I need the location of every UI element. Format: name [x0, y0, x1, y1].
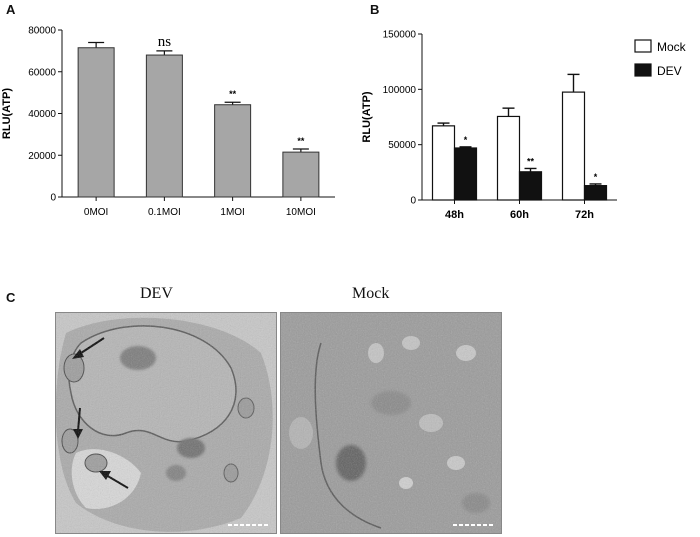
chart-a-significance-label: ** [229, 89, 237, 99]
chart-b-bar-mock [561, 91, 586, 201]
dev-micrograph-image [56, 313, 276, 533]
chart-b-x-tick-label: 72h [575, 209, 594, 221]
chart-b-bar-mock [431, 125, 456, 201]
chart-a-bar [77, 47, 115, 198]
chart-a-y-axis-title: RLU(ATP) [1, 88, 13, 139]
chart-b-y-tick-label: 100000 [383, 85, 417, 96]
mock-micrograph-label: Mock [352, 285, 390, 302]
panel-letter-a: A [6, 2, 16, 17]
chart-b-significance-label: * [594, 172, 598, 182]
chart-b-bar-dev [518, 171, 543, 201]
chart-a-x-tick-label: 1MOI [220, 207, 244, 218]
mock-micrograph [280, 312, 502, 534]
chart-b-y-tick-label: 50000 [388, 140, 416, 151]
chart-a-y-tick-label: 0 [50, 193, 56, 204]
panel-letter-c: C [6, 290, 16, 305]
mock-micrograph-image [281, 313, 501, 533]
chart-b-bar-dev [583, 185, 608, 201]
chart-a-y-tick-label: 80000 [28, 26, 56, 37]
chart-b-y-tick-label: 0 [410, 196, 416, 207]
chart-b-x-tick-label: 60h [510, 209, 529, 221]
chart-b-legend-label-dev: DEV [657, 64, 682, 78]
dev-micrograph [55, 312, 277, 534]
chart-b-significance-label: * [464, 135, 468, 145]
chart-b-legend-label-mock: Mock [657, 40, 687, 54]
chart-a-y-tick-label: 40000 [28, 109, 56, 120]
chart-a-x-tick-label: 10MOI [286, 207, 316, 218]
panel-letter-b: B [370, 2, 380, 17]
chart-a-y-tick-label: 60000 [28, 67, 56, 78]
chart-b-y-axis-title: RLU(ATP) [361, 91, 373, 142]
chart-a-bar [214, 104, 252, 198]
chart-a-bar [145, 54, 183, 198]
chart-b-y-tick-label: 150000 [383, 30, 417, 41]
chart-b-legend-swatch-mock [634, 39, 652, 53]
chart-b-bar-mock [496, 115, 521, 201]
chart-b-legend-swatch-dev [634, 63, 652, 77]
chart-b-x-tick-label: 48h [445, 209, 464, 221]
chart-a-significance-label: ** [297, 136, 305, 146]
dev-micrograph-label: DEV [140, 285, 173, 302]
chart-a-x-tick-label: 0MOI [84, 207, 108, 218]
chart-a-x-tick-label: 0.1MOI [148, 207, 181, 218]
chart-b-significance-label: ** [527, 156, 535, 166]
chart-a: 0 20000 40000 60000 80000 RLU(ATP) 0MOI 0.1MOI n… [1, 26, 335, 218]
chart-a-bar [282, 151, 320, 198]
chart-b: 0 50000 100000 150000 RLU(ATP) * 48h ** 60h * 72h M… [361, 30, 687, 222]
chart-a-significance-label: ns [158, 34, 172, 50]
chart-a-y-tick-label: 20000 [28, 151, 56, 162]
chart-b-bar-dev [453, 147, 478, 201]
